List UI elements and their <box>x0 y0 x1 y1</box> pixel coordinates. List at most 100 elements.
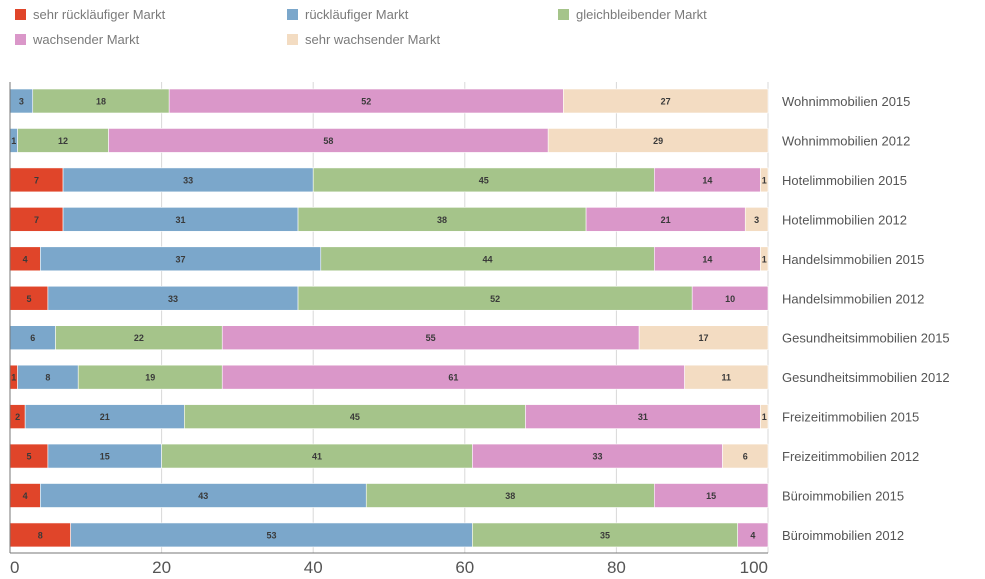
data-label-11-2: 43 <box>198 491 208 501</box>
legend-swatch-1 <box>15 9 26 20</box>
category-label-8: Gesundheitsimmobilien 2012 <box>782 370 950 385</box>
bar-segment-3-3 <box>312 167 655 193</box>
data-label-5-4: 14 <box>702 254 712 264</box>
bar-segment-10-3 <box>161 443 473 469</box>
bar-segment-9-4 <box>525 404 761 429</box>
data-label-7-5: 17 <box>699 333 709 343</box>
data-label-7-3: 22 <box>134 333 144 343</box>
bar-segment-4-4 <box>585 207 746 232</box>
bar-segment-11-3 <box>365 483 655 508</box>
legend-label-4: sehr wachsender Markt <box>305 32 440 47</box>
bar-segment-7-3 <box>55 325 223 351</box>
bar-segment-10-1 <box>9 443 49 469</box>
bar-segment-10-4 <box>472 443 723 469</box>
x-tick-label-20: 20 <box>152 558 171 577</box>
data-label-3-4: 14 <box>702 175 712 185</box>
data-label-1-3: 18 <box>96 97 106 107</box>
data-label-3-3: 45 <box>479 175 489 185</box>
bar-segment-12-1 <box>9 522 71 548</box>
category-label-5: Handelsimmobilien 2015 <box>782 252 924 267</box>
bar-segment-4-2 <box>62 207 299 232</box>
data-label-4-2: 31 <box>176 215 186 225</box>
category-label-4: Hotelimmobilien 2012 <box>782 212 907 227</box>
bar-segment-5-3 <box>320 246 655 272</box>
x-tick-label-80: 80 <box>607 558 626 577</box>
data-label-10-5: 6 <box>743 452 748 462</box>
data-label-12-2: 53 <box>267 530 277 540</box>
bar-segment-8-5 <box>684 364 769 390</box>
bar-segment-7-4 <box>221 325 640 351</box>
legend-label-5: gleichbleibender Markt <box>576 7 707 22</box>
category-labels: Wohnimmobilien 2015 Wohnimmobilien 2012 Ho… <box>782 94 950 543</box>
legend-swatch-3 <box>287 9 298 20</box>
bar-segment-7-2 <box>9 325 56 351</box>
bar-segment-5-2 <box>40 246 322 272</box>
legend-swatch-2 <box>15 34 26 45</box>
data-label-7-2: 6 <box>30 333 35 343</box>
data-label-8-2: 8 <box>45 373 50 383</box>
data-label-11-3: 38 <box>505 491 515 501</box>
category-label-12: Büroimmobilien 2012 <box>782 528 904 543</box>
legend-label-2: wachsender Markt <box>32 32 140 47</box>
data-label-11-4: 15 <box>706 491 716 501</box>
bar-segment-7-5 <box>638 325 769 351</box>
bar-segment-4-1 <box>9 207 64 232</box>
x-tick-label-60: 60 <box>455 558 474 577</box>
data-label-10-3: 41 <box>312 452 322 462</box>
legend: sehr rückläufiger Markt wachsender Markt r… <box>15 7 707 47</box>
bar-segment-5-5 <box>760 246 769 272</box>
bar-segment-1-5 <box>563 88 769 114</box>
bar-segment-9-3 <box>184 404 526 429</box>
data-label-9-4: 31 <box>638 412 648 422</box>
legend-label-1: sehr rückläufiger Markt <box>33 7 166 22</box>
data-label-10-2: 15 <box>100 452 110 462</box>
data-label-5-3: 44 <box>483 254 493 264</box>
data-label-8-5: 11 <box>722 373 732 383</box>
data-label-9-5: 1 <box>762 412 767 422</box>
data-label-12-4: 4 <box>750 530 755 540</box>
data-label-9-1: 2 <box>15 412 20 422</box>
data-label-7-4: 55 <box>426 333 436 343</box>
data-label-2-3: 12 <box>58 136 68 146</box>
bar-segment-8-3 <box>77 364 223 390</box>
category-label-11: Büroimmobilien 2015 <box>782 489 904 504</box>
category-label-10: Freizeitimmobilien 2012 <box>782 449 919 464</box>
data-label-3-5: 1 <box>762 175 767 185</box>
bar-segment-11-1 <box>9 483 41 508</box>
bar-segment-2-3 <box>17 128 109 153</box>
data-label-3-1: 7 <box>34 175 39 185</box>
data-label-6-2: 33 <box>168 294 178 304</box>
x-tick-label-100: 100 <box>740 558 768 577</box>
data-label-1-4: 52 <box>361 97 371 107</box>
data-label-10-4: 33 <box>592 452 602 462</box>
data-label-6-4: 10 <box>725 294 735 304</box>
bar-segment-3-1 <box>9 167 64 193</box>
data-label-11-1: 4 <box>23 491 28 501</box>
x-tick-label-0: 0 <box>10 558 19 577</box>
data-label-8-3: 19 <box>145 373 155 383</box>
data-label-10-1: 5 <box>26 452 31 462</box>
bar-segment-3-2 <box>62 167 314 193</box>
data-label-6-3: 52 <box>490 294 500 304</box>
data-label-6-1: 5 <box>26 294 31 304</box>
x-tick-label-40: 40 <box>304 558 323 577</box>
bar-segment-9-5 <box>760 404 769 429</box>
category-label-1: Wohnimmobilien 2015 <box>782 94 910 109</box>
bar-segment-2-4 <box>108 128 549 153</box>
legend-swatch-5 <box>558 9 569 20</box>
data-label-4-4: 21 <box>661 215 671 225</box>
bar-segment-5-4 <box>653 246 761 272</box>
data-label-4-1: 7 <box>34 215 39 225</box>
bar-segment-5-1 <box>9 246 41 272</box>
data-label-5-5: 1 <box>762 254 767 264</box>
data-label-1-2: 3 <box>19 97 24 107</box>
bar-segment-6-4 <box>691 285 769 311</box>
data-label-4-3: 38 <box>437 215 447 225</box>
bar-segment-2-5 <box>547 128 769 153</box>
data-label-12-3: 35 <box>600 530 610 540</box>
bar-segment-9-2 <box>24 404 185 429</box>
data-label-4-5: 3 <box>754 215 759 225</box>
category-label-7: Gesundheitsimmobilien 2015 <box>782 331 950 346</box>
legend-swatch-4 <box>287 34 298 45</box>
